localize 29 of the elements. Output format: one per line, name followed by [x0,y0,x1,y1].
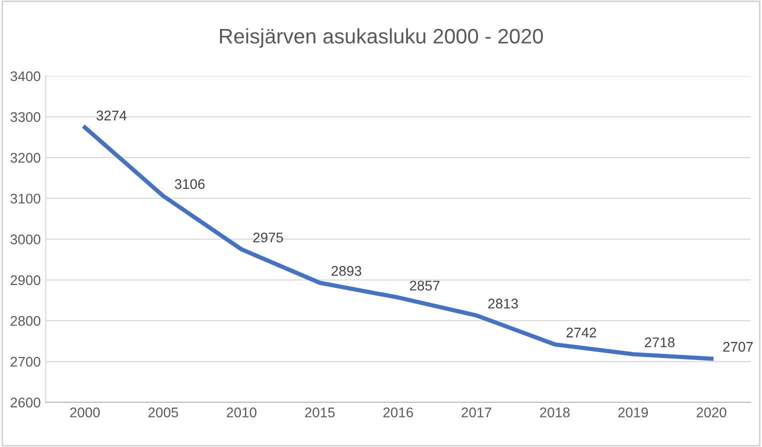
data-label: 2718 [644,337,674,348]
x-tick-label: 2016 [383,408,413,418]
y-tick-label: 3200 [10,152,40,163]
y-tick-label: 2600 [10,398,40,408]
y-tick-label: 3400 [10,71,40,82]
data-label: 2893 [332,266,362,276]
data-label: 3274 [96,110,126,120]
x-tick-label: 2000 [70,408,100,418]
y-tick-label: 2800 [10,316,40,326]
data-label: 2742 [566,328,596,338]
data-label: 2707 [723,342,753,352]
x-tick-label: 2015 [305,408,335,418]
data-label: 3106 [174,179,205,189]
y-tick-label: 3100 [10,194,40,204]
x-tick-label: 2017 [462,408,492,418]
chart-title: Reisjärven asukasluku 2000 - 2020 [220,28,543,48]
y-tick-label: 3300 [10,112,40,122]
data-label: 2813 [488,298,518,309]
x-tick-label: 2010 [226,408,256,418]
data-label: 2857 [410,280,440,291]
y-tick-label: 2900 [10,275,40,286]
x-tick-label: 2020 [696,408,726,418]
y-tick-label: 3000 [10,234,40,244]
data-label: 2975 [253,232,283,242]
x-tick-label: 2019 [618,408,648,418]
x-tick-label: 2018 [540,408,570,418]
y-tick-label: 2700 [10,356,40,367]
line-series [82,125,714,361]
x-tick-label: 2005 [148,408,178,418]
